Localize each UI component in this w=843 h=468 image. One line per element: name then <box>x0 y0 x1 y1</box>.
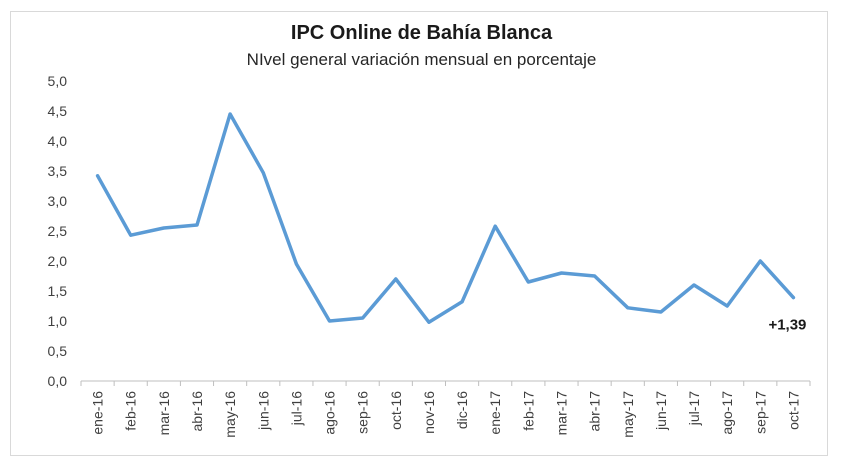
y-tick-label: 0,5 <box>48 343 68 359</box>
data-point <box>659 310 663 314</box>
y-tick-label: 4,0 <box>48 133 68 149</box>
data-point <box>96 174 100 178</box>
y-tick-label: 5,0 <box>48 73 68 89</box>
data-point <box>261 171 265 175</box>
data-point <box>294 262 298 266</box>
x-tick-label: may-17 <box>620 391 636 438</box>
data-point <box>427 320 431 324</box>
x-tick-label: ene-16 <box>90 391 106 435</box>
y-tick-label: 1,0 <box>48 313 68 329</box>
data-point <box>526 280 530 284</box>
data-point <box>195 223 199 227</box>
x-tick-label: abr-16 <box>189 391 205 432</box>
data-point <box>228 112 232 116</box>
x-tick-label: ago-17 <box>719 391 735 435</box>
data-point <box>725 304 729 308</box>
series-line <box>95 112 796 324</box>
chart-subtitle: NIvel general variación mensual en porce… <box>246 50 597 69</box>
data-point <box>394 277 398 281</box>
y-tick-label: 2,5 <box>48 223 68 239</box>
x-tick-label: jun-16 <box>255 391 271 431</box>
x-tick-label: oct-17 <box>785 391 801 430</box>
data-point <box>361 316 365 320</box>
data-point <box>758 259 762 263</box>
x-tick-label: feb-16 <box>123 391 139 431</box>
x-tick-label: mar-16 <box>156 391 172 436</box>
x-tick-label: sep-17 <box>752 391 768 434</box>
y-tick-label: 3,5 <box>48 163 68 179</box>
x-tick-label: mar-17 <box>553 391 569 436</box>
x-tick-label: jul-16 <box>288 391 304 426</box>
data-point <box>162 226 166 230</box>
data-point <box>791 296 795 300</box>
y-tick-label: 0,0 <box>48 373 68 389</box>
data-point <box>692 283 696 287</box>
data-point <box>626 306 630 310</box>
x-tick-label: sep-16 <box>355 391 371 434</box>
x-tick-label: dic-16 <box>454 391 470 429</box>
x-tick-label: feb-17 <box>520 391 536 431</box>
last-value-annotation: +1,39 <box>768 317 806 334</box>
x-tick-label: ago-16 <box>322 391 338 435</box>
data-point <box>593 274 597 278</box>
x-tick-label: oct-16 <box>388 391 404 430</box>
data-point <box>328 319 332 323</box>
y-tick-label: 3,0 <box>48 193 68 209</box>
x-tick-label: nov-16 <box>421 391 437 434</box>
x-tick-label: abr-17 <box>587 391 603 432</box>
chart-title: IPC Online de Bahía Blanca <box>290 22 553 44</box>
data-point <box>460 300 464 304</box>
data-point <box>559 271 563 275</box>
data-point <box>129 233 133 237</box>
x-tick-label: jun-17 <box>653 391 669 431</box>
x-tick-label: may-16 <box>222 391 238 438</box>
x-tick-label: ene-17 <box>487 391 503 435</box>
y-tick-label: 1,5 <box>48 283 68 299</box>
data-point <box>493 224 497 228</box>
y-tick-label: 2,0 <box>48 253 68 269</box>
x-tick-label: jul-17 <box>686 391 702 426</box>
y-tick-label: 4,5 <box>48 103 68 119</box>
